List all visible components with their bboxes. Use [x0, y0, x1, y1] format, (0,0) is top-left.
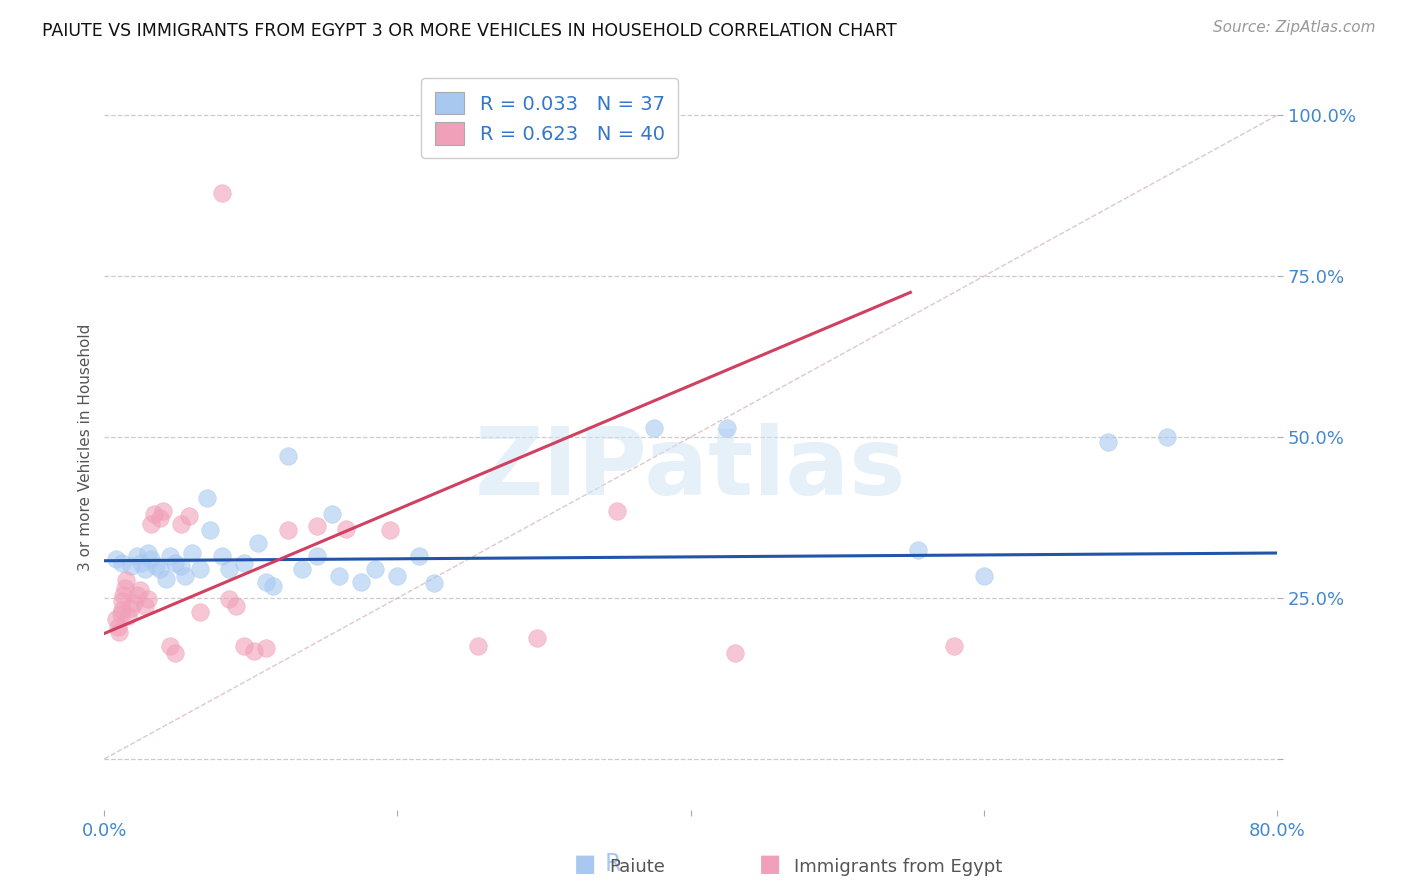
Point — [408, 549, 430, 564]
Point — [111, 602, 134, 616]
Point — [174, 568, 197, 582]
Point — [291, 562, 314, 576]
Point — [179, 508, 201, 523]
Point — [114, 582, 136, 596]
Point — [350, 574, 373, 589]
Point — [149, 510, 172, 524]
Point — [105, 552, 128, 566]
Point — [159, 640, 181, 654]
Point — [247, 536, 270, 550]
Text: Source: ZipAtlas.com: Source: ZipAtlas.com — [1212, 20, 1375, 35]
Point — [254, 641, 277, 656]
Point — [134, 599, 156, 613]
Point — [198, 524, 221, 538]
Point — [107, 620, 129, 634]
Point — [423, 576, 446, 591]
Point — [943, 640, 966, 654]
Text: Immigrants from Egypt: Immigrants from Egypt — [794, 858, 1002, 876]
Point — [141, 552, 163, 566]
Point — [163, 646, 186, 660]
Y-axis label: 3 or more Vehicles in Household: 3 or more Vehicles in Household — [79, 323, 93, 571]
Point — [138, 592, 160, 607]
Point — [211, 186, 233, 200]
Point — [378, 524, 401, 538]
Point — [305, 549, 328, 564]
Point — [723, 646, 745, 660]
Point — [526, 631, 548, 645]
Point — [277, 450, 299, 464]
Point — [335, 522, 357, 536]
Point — [305, 519, 328, 533]
Text: PAIUTE VS IMMIGRANTS FROM EGYPT 3 OR MORE VEHICLES IN HOUSEHOLD CORRELATION CHAR: PAIUTE VS IMMIGRANTS FROM EGYPT 3 OR MOR… — [42, 22, 897, 40]
Point — [152, 504, 174, 518]
Point — [467, 640, 489, 654]
Point — [195, 491, 218, 506]
Point — [387, 568, 409, 582]
Point — [188, 605, 211, 619]
Point — [321, 508, 343, 522]
Point — [129, 556, 152, 570]
Point — [364, 562, 387, 576]
Text: ■: ■ — [574, 852, 596, 876]
Point — [110, 607, 132, 622]
Text: Paiute: Paiute — [609, 858, 665, 876]
Point — [145, 558, 167, 573]
Point — [108, 624, 131, 639]
Text: ZIPatlas: ZIPatlas — [475, 423, 907, 515]
Point — [1156, 430, 1178, 444]
Point — [112, 588, 135, 602]
Point — [1097, 434, 1119, 449]
Point — [120, 558, 142, 573]
Point — [606, 504, 628, 518]
Text: R: R — [605, 852, 621, 876]
Point — [143, 508, 166, 522]
Point — [262, 579, 284, 593]
Point — [155, 572, 177, 586]
Point — [122, 596, 145, 610]
Point — [125, 588, 148, 602]
Point — [159, 549, 181, 564]
Point — [134, 562, 156, 576]
Point — [232, 640, 254, 654]
Point — [973, 568, 995, 582]
Point — [181, 546, 204, 560]
Point — [243, 644, 266, 658]
Point — [111, 556, 134, 570]
Point — [277, 524, 299, 538]
Point — [115, 573, 138, 587]
Legend: R = 0.033   N = 37, R = 0.623   N = 40: R = 0.033 N = 37, R = 0.623 N = 40 — [422, 78, 678, 159]
Point — [149, 562, 172, 576]
Point — [716, 420, 738, 434]
Point — [117, 609, 139, 624]
Point — [188, 562, 211, 576]
Point — [125, 549, 148, 564]
Point — [218, 592, 240, 607]
Point — [169, 558, 191, 573]
Point — [111, 594, 134, 608]
Text: ■: ■ — [759, 852, 782, 876]
Point — [120, 600, 142, 615]
Point — [211, 549, 233, 564]
Point — [163, 556, 186, 570]
Point — [138, 546, 160, 560]
Point — [225, 599, 247, 613]
Point — [169, 517, 191, 532]
Point — [105, 612, 128, 626]
Point — [254, 574, 277, 589]
Point — [128, 582, 150, 597]
Point — [907, 542, 929, 557]
Point — [328, 568, 350, 582]
Point — [141, 517, 163, 532]
Point — [218, 562, 240, 576]
Point — [643, 420, 665, 434]
Point — [232, 556, 254, 570]
